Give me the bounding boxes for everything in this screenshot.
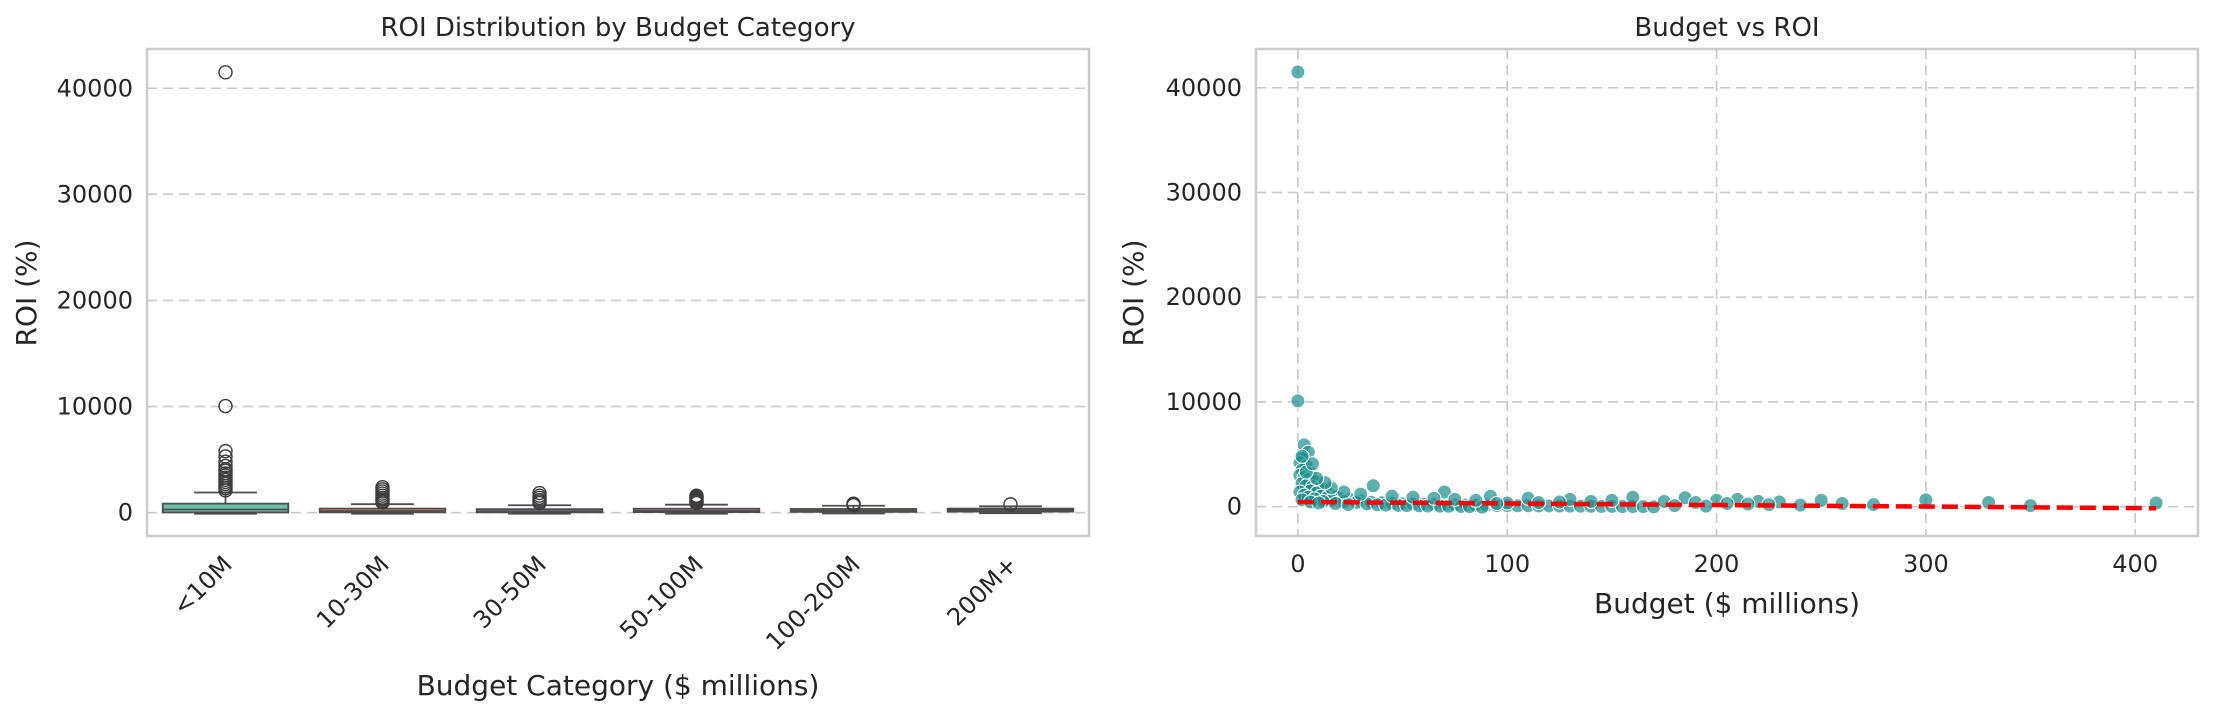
scatter-x-tick-label: 200 bbox=[1694, 550, 1740, 578]
box-100-200M bbox=[789, 496, 918, 515]
box-x-tick-label: 10-30M bbox=[311, 550, 395, 634]
box-y-tick-label: 0 bbox=[118, 499, 133, 527]
scatter-panel-x-axis-label: Budget ($ millions) bbox=[1594, 587, 1860, 620]
box-panel-boxes bbox=[161, 65, 1075, 515]
roi-by-budget-box-panel: ROI Distribution by Budget Category 0 100… bbox=[10, 13, 1091, 702]
scatter-point bbox=[1290, 393, 1306, 409]
scatter-point bbox=[1583, 493, 1599, 509]
scatter-x-tick-label: 0 bbox=[1290, 550, 1305, 578]
box-outlier-point bbox=[689, 495, 704, 511]
budget-vs-roi-scatter-panel: Budget vs ROI 0 10000 20000 30000 40000 0 100… bbox=[1117, 13, 2200, 620]
scatter-panel-y-ticks: 0 10000 20000 30000 40000 bbox=[1166, 74, 1242, 521]
scatter-point bbox=[1365, 478, 1381, 494]
box-200M+ bbox=[946, 497, 1075, 515]
scatter-point bbox=[1353, 486, 1369, 502]
box-outlier-point bbox=[532, 495, 547, 511]
scatter-y-tick-label: 20000 bbox=[1166, 283, 1242, 311]
scatter-panel-points bbox=[1290, 64, 2164, 515]
box-outlier-point bbox=[218, 65, 233, 80]
box-outlier-point bbox=[218, 483, 233, 498]
scatter-panel-x-ticks: 0 100 200 300 400 bbox=[1290, 550, 2158, 578]
scatter-y-tick-label: 0 bbox=[1227, 493, 1242, 521]
box-panel-y-ticks: 0 10000 20000 30000 40000 bbox=[57, 74, 133, 526]
box-<10M bbox=[161, 65, 290, 515]
scatter-panel-gridlines bbox=[1256, 49, 2198, 536]
scatter-panel-y-axis-label: ROI (%) bbox=[1117, 239, 1150, 346]
scatter-panel-title: Budget vs ROI bbox=[1634, 13, 1819, 43]
box-x-tick-label: 200M+ bbox=[942, 550, 1023, 631]
box-panel-title: ROI Distribution by Budget Category bbox=[380, 13, 855, 43]
scatter-point bbox=[1294, 448, 1310, 464]
box-panel-x-axis-label: Budget Category ($ millions) bbox=[417, 669, 820, 702]
box-y-tick-label: 20000 bbox=[57, 286, 133, 314]
box-outlier-point bbox=[1003, 497, 1018, 512]
scatter-y-tick-label: 10000 bbox=[1166, 388, 1242, 416]
scatter-y-tick-label: 30000 bbox=[1166, 178, 1242, 206]
scatter-x-tick-label: 400 bbox=[2112, 550, 2158, 578]
box-panel-y-axis-label: ROI (%) bbox=[10, 239, 43, 346]
box-x-tick-label: 100-200M bbox=[760, 550, 865, 655]
box-outlier-point bbox=[375, 495, 390, 510]
box-outlier-point bbox=[846, 498, 861, 513]
scatter-trend-line bbox=[1297, 499, 2157, 511]
scatter-panel-frame bbox=[1254, 47, 2200, 538]
box-outlier-point bbox=[218, 443, 233, 459]
scatter-x-tick-label: 100 bbox=[1484, 550, 1530, 578]
box-outlier-point bbox=[218, 454, 233, 469]
scatter-x-tick-label: 300 bbox=[1903, 550, 1949, 578]
box-outlier-point bbox=[218, 398, 233, 414]
scatter-y-tick-label: 40000 bbox=[1166, 74, 1242, 102]
box-x-tick-label: <10M bbox=[167, 550, 237, 620]
box-panel-gridlines bbox=[147, 87, 1089, 514]
box-10-30M bbox=[318, 479, 447, 515]
box-y-tick-label: 10000 bbox=[57, 393, 133, 421]
box-panel-x-ticks: <10M 10-30M 30-50M 50-100M 100-200M 200M+ bbox=[167, 550, 1022, 655]
scatter-point bbox=[1305, 456, 1321, 472]
box-iqr bbox=[161, 502, 290, 514]
scatter-point bbox=[1336, 484, 1352, 500]
box-x-tick-label: 30-50M bbox=[468, 550, 552, 634]
box-50-100M bbox=[632, 488, 761, 515]
scatter-point bbox=[1834, 496, 1850, 512]
box-30-50M bbox=[475, 485, 604, 515]
box-y-tick-label: 30000 bbox=[57, 180, 133, 208]
box-x-tick-label: 50-100M bbox=[614, 550, 709, 645]
box-y-tick-label: 40000 bbox=[57, 74, 133, 102]
scatter-point bbox=[1290, 64, 1306, 80]
scatter-panel-trend bbox=[1297, 499, 2157, 511]
box-outlier-point bbox=[218, 458, 233, 474]
box-panel-frame bbox=[145, 47, 1091, 538]
